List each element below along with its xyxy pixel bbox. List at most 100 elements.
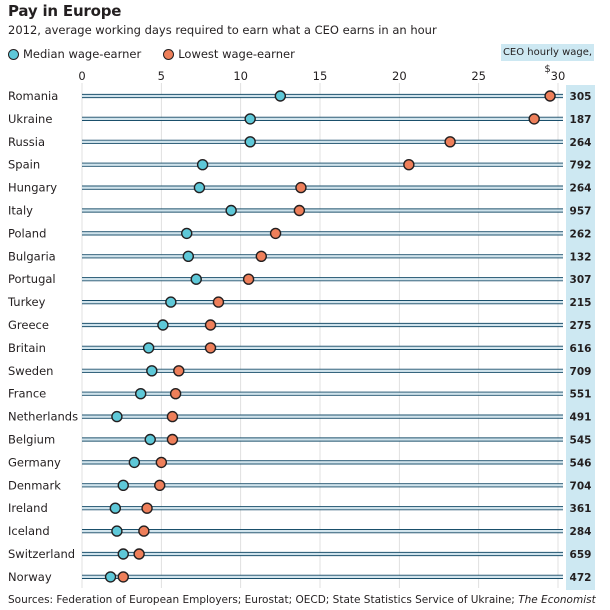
country-label: Romania [8, 89, 58, 103]
ceo-wage-label: 307 [570, 274, 592, 286]
legend: Median wage-earner Lowest wage-earner [8, 47, 317, 61]
x-tick-label: 15 [313, 69, 328, 83]
lowest-dot [403, 158, 415, 171]
legend-median-marker [8, 48, 19, 60]
lowest-dot [242, 273, 255, 285]
x-tick-label: 0 [78, 69, 85, 83]
country-label: Turkey [7, 295, 46, 309]
median-dot [109, 502, 122, 514]
country-label: Germany [8, 455, 61, 469]
ceo-wage-label: 187 [570, 114, 592, 126]
median-dot [182, 250, 195, 262]
median-dot [135, 388, 147, 400]
lowest-dot [154, 479, 166, 491]
lowest-dot [528, 113, 540, 125]
lowest-dot [293, 204, 306, 217]
ceo-wage-label: 262 [570, 228, 592, 240]
country-label: Ukraine [8, 112, 52, 126]
median-dot [193, 181, 206, 194]
lowest-dot [544, 90, 556, 102]
country-label: Portugal [8, 272, 56, 286]
median-dot [144, 433, 156, 446]
lowest-dot [204, 319, 217, 331]
ceo-wage-header: CEO hourly wage, $ [501, 44, 594, 75]
median-dot [128, 456, 141, 469]
lowest-dot [444, 136, 456, 148]
ceo-wage-label: 264 [570, 183, 592, 195]
lowest-dot [173, 365, 185, 377]
country-label: France [8, 387, 46, 401]
ceo-wage-label: 659 [570, 549, 592, 561]
country-label: Sweden [8, 364, 53, 378]
median-dot [146, 365, 158, 377]
chart-title: Pay in Europe [8, 2, 122, 20]
country-label: Netherlands [8, 410, 78, 424]
median-dot [111, 525, 123, 537]
country-label: Spain [8, 158, 40, 172]
x-tick-label: 25 [471, 69, 486, 83]
median-dot [190, 273, 202, 285]
legend-median-label: Median wage-earner [23, 47, 142, 61]
source-note: Sources: Federation of European Employer… [8, 594, 596, 606]
ceo-wage-label: 546 [570, 457, 592, 469]
median-dot [157, 319, 169, 331]
median-dot [165, 296, 177, 308]
median-dot [244, 113, 256, 125]
country-label: Britain [8, 341, 46, 355]
country-label: Switzerland [8, 547, 75, 561]
lowest-dot [133, 548, 145, 560]
median-dot [142, 342, 155, 354]
legend-lowest-marker [163, 48, 175, 60]
ceo-wage-label: 361 [570, 503, 592, 515]
legend-median: Median wage-earner [8, 47, 141, 61]
ceo-wage-label: 264 [570, 137, 592, 149]
median-dot [117, 548, 129, 560]
ceo-wage-label: 704 [570, 480, 592, 492]
source-publication: The Economist [518, 594, 596, 606]
median-dot [225, 204, 237, 217]
ceo-wage-label: 275 [570, 320, 592, 332]
lowest-dot [166, 410, 179, 423]
x-tick-label: 10 [233, 69, 248, 83]
source-text: Sources: Federation of European Employer… [8, 594, 519, 606]
country-label: Poland [8, 226, 46, 240]
median-dot [181, 227, 193, 240]
country-label: Ireland [8, 501, 48, 515]
median-dot [244, 136, 256, 148]
x-tick-label: 20 [392, 69, 407, 83]
country-label: Hungary [8, 181, 57, 195]
lowest-dot [169, 388, 182, 400]
lowest-dot [269, 227, 282, 240]
lowest-dot [204, 342, 217, 354]
lowest-dot [117, 571, 129, 583]
country-label: Bulgaria [8, 249, 56, 263]
ceo-column-bg [566, 85, 595, 590]
chart-subtitle: 2012, average working days required to e… [8, 23, 437, 37]
legend-lowest-label: Lowest wage-earner [178, 47, 295, 61]
ceo-wage-label: 132 [570, 251, 592, 263]
median-dot [274, 90, 287, 102]
lowest-dot [166, 433, 179, 446]
ceo-wage-label: 616 [570, 343, 592, 355]
ceo-wage-label: 215 [570, 297, 592, 309]
ceo-wage-label: 545 [570, 435, 592, 447]
ceo-wage-label: 472 [570, 572, 592, 584]
median-dot [111, 410, 123, 423]
country-label: Russia [8, 135, 45, 149]
lowest-dot [255, 250, 267, 262]
ceo-wage-label: 957 [570, 206, 592, 218]
lowest-dot [212, 296, 225, 308]
ceo-wage-label: 792 [570, 160, 592, 172]
median-dot [196, 158, 209, 171]
ceo-wage-label: 284 [570, 526, 592, 538]
lowest-dot [138, 525, 150, 537]
x-tick-label: 30 [551, 69, 566, 83]
country-label: Norway [8, 570, 52, 584]
country-label: Iceland [8, 524, 50, 538]
lowest-dot [141, 502, 153, 514]
ceo-wage-label: 305 [570, 91, 592, 103]
ceo-wage-label: 709 [570, 366, 592, 378]
ceo-wage-label: 491 [570, 412, 592, 424]
country-label: Belgium [8, 433, 55, 447]
